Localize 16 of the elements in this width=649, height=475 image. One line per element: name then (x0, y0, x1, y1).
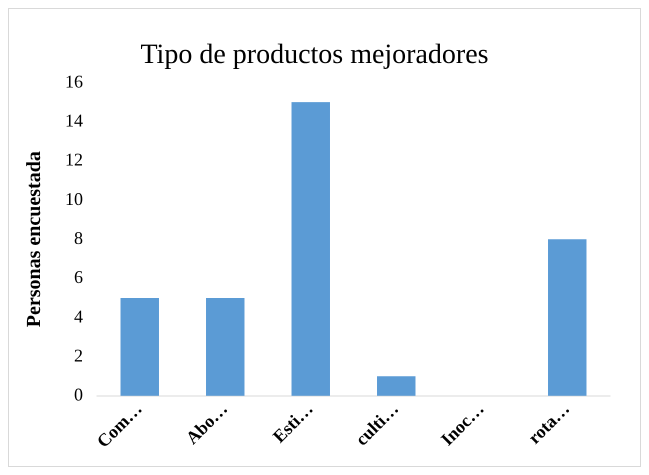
bar (292, 102, 330, 396)
y-tick-label: 6 (74, 267, 83, 288)
y-axis-title: Personas encuestada (23, 151, 46, 328)
bar (206, 298, 244, 396)
y-tick-label: 0 (74, 384, 83, 405)
bar (548, 239, 586, 396)
chart-title: Tipo de productos mejoradores (140, 39, 489, 70)
y-tick-label: 2 (74, 345, 83, 366)
y-tick-label: 8 (74, 228, 83, 248)
y-tick-label: 12 (65, 150, 83, 170)
y-tick-label: 4 (74, 306, 83, 326)
bar (120, 298, 159, 396)
bar (377, 376, 416, 396)
y-tick-label: 14 (65, 110, 83, 130)
y-tick-label: 10 (65, 188, 83, 209)
y-tick-label: 16 (65, 71, 83, 92)
